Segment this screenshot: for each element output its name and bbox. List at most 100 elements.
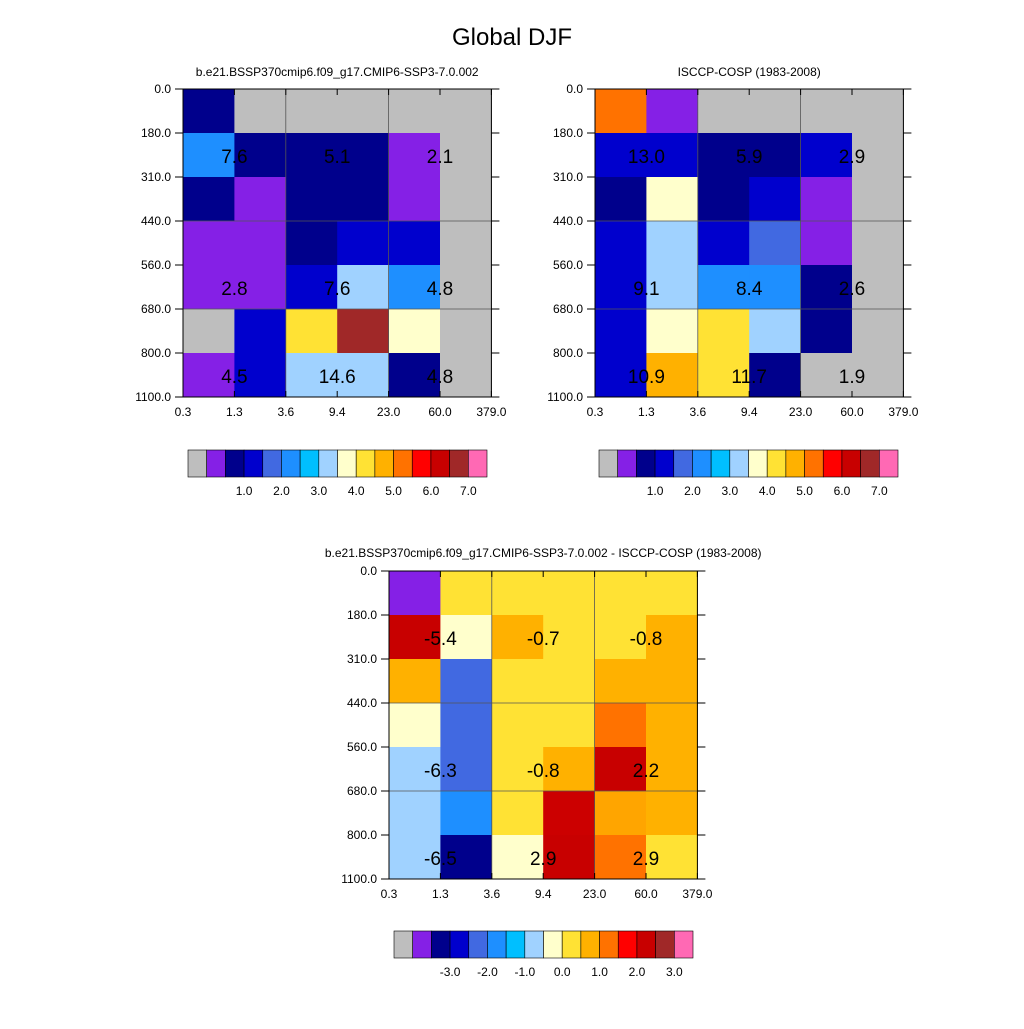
- heatmap-cell: [852, 177, 904, 222]
- x-tick-label: 60.0: [840, 405, 864, 419]
- colorbar-swatch: [524, 930, 544, 959]
- cell-annotation: 7.6: [324, 279, 350, 300]
- cell-annotation: -0.8: [527, 761, 560, 782]
- x-tick-label: 1.3: [432, 887, 449, 901]
- cell-annotation: 4.8: [427, 367, 453, 388]
- heatmap-cell: [234, 353, 287, 398]
- colorbar-swatch: [393, 930, 413, 959]
- colorbar-label: 2.0: [273, 484, 290, 498]
- cell-annotation: 2.9: [633, 849, 659, 870]
- y-tick-label: 180.0: [553, 126, 583, 140]
- colorbar-swatch: [729, 449, 749, 478]
- heatmap-cell: [183, 353, 235, 398]
- heatmap-cell: [595, 177, 647, 222]
- y-tick-label: 0.0: [154, 82, 171, 96]
- heatmap-cell: [800, 353, 853, 398]
- heatmap-cell: [595, 133, 647, 178]
- y-tick-label: 560.0: [141, 258, 171, 272]
- colorbar-swatch: [449, 449, 469, 478]
- heatmap-cell: [749, 309, 802, 354]
- heatmap-cell: [749, 353, 802, 398]
- colorbar-label: 3.0: [310, 484, 327, 498]
- cell-annotation: 5.9: [736, 147, 762, 168]
- heatmap-cell: [389, 791, 441, 836]
- x-tick-label: 23.0: [377, 405, 401, 419]
- heatmap-cell: [646, 791, 698, 836]
- colorbar-label: -1.0: [514, 965, 535, 979]
- heatmap-cell: [440, 791, 493, 836]
- colorbar-swatch: [411, 449, 432, 478]
- colorbar-label: 7.0: [871, 484, 888, 498]
- heatmap-cell: [183, 177, 235, 222]
- x-tick-label: 60.0: [428, 405, 452, 419]
- colorbar-swatch: [262, 449, 282, 478]
- y-tick-label: 0.0: [566, 82, 583, 96]
- heatmap-cell: [543, 791, 596, 836]
- x-tick-label: 60.0: [634, 887, 658, 901]
- heatmap-cell: [337, 309, 390, 354]
- heatmap-cell: [595, 353, 647, 398]
- colorbar-swatch: [748, 449, 768, 478]
- colorbar-label: 1.0: [591, 965, 608, 979]
- heatmap-cell: [852, 89, 904, 134]
- heatmap-cell: [646, 571, 698, 616]
- heatmap-cell: [183, 221, 235, 266]
- x-tick-label: 1.3: [226, 405, 243, 419]
- colorbar-swatch: [337, 449, 357, 478]
- heatmap-cell: [337, 265, 390, 310]
- heatmap-cell: [389, 835, 441, 880]
- colorbar-swatch: [281, 449, 301, 478]
- y-tick-label: 1100.0: [135, 390, 171, 404]
- heatmap-cell: [800, 221, 853, 266]
- heatmap-cell: [543, 615, 596, 660]
- cell-annotation: 2.2: [633, 761, 659, 782]
- cell-annotation: -0.7: [527, 629, 560, 650]
- cell-annotation: 7.6: [221, 147, 247, 168]
- cell-annotation: 10.9: [628, 367, 665, 388]
- heatmap-cell: [440, 703, 493, 748]
- heatmap-cell: [697, 309, 750, 354]
- y-tick-label: 0.0: [360, 564, 377, 578]
- cell-annotation: 4.5: [221, 367, 247, 388]
- heatmap-cell: [697, 177, 750, 222]
- x-tick-label: 379.0: [888, 405, 918, 419]
- heatmap-cell: [697, 221, 750, 266]
- colorbar-label: 1.0: [647, 484, 664, 498]
- colorbar-swatch: [468, 449, 488, 478]
- heatmap-cell: [234, 89, 287, 134]
- cell-annotation: -6.5: [424, 849, 457, 870]
- y-tick-label: 1100.0: [341, 872, 377, 886]
- heatmap-cell: [852, 265, 904, 310]
- heatmap-cell: [183, 309, 235, 354]
- cell-annotation: 9.1: [633, 279, 659, 300]
- y-tick-label: 800.0: [553, 346, 583, 360]
- x-tick-label: 9.4: [535, 887, 552, 901]
- heatmap-cell: [285, 177, 338, 222]
- colorbar-swatch: [692, 449, 712, 478]
- y-tick-label: 440.0: [553, 214, 583, 228]
- y-tick-label: 560.0: [347, 740, 377, 754]
- y-tick-label: 1100.0: [547, 390, 583, 404]
- x-tick-label: 0.3: [587, 405, 604, 419]
- heatmap-cell: [646, 221, 699, 266]
- heatmap-cell: [646, 703, 698, 748]
- heatmap-cell: [440, 353, 492, 398]
- colorbar-swatch: [543, 930, 563, 959]
- heatmap-cell: [646, 747, 698, 792]
- colorbar-swatch: [318, 449, 338, 478]
- heatmap-cell: [749, 221, 802, 266]
- heatmap-cell: [183, 133, 235, 178]
- panel-title: b.e21.BSSP370cmip6.f09_g17.CMIP6-SSP3-7.…: [196, 65, 479, 79]
- heatmap-cell: [491, 835, 544, 880]
- heatmap-cell: [697, 89, 750, 134]
- x-tick-label: 3.6: [277, 405, 294, 419]
- cell-annotation: 4.8: [427, 279, 453, 300]
- y-tick-label: 310.0: [347, 652, 377, 666]
- colorbar-swatch: [393, 449, 413, 478]
- heatmap-cell: [543, 835, 596, 880]
- heatmap-cell: [800, 89, 853, 134]
- y-tick-label: 800.0: [141, 346, 171, 360]
- heatmap-cell: [697, 353, 750, 398]
- y-tick-label: 310.0: [141, 170, 171, 184]
